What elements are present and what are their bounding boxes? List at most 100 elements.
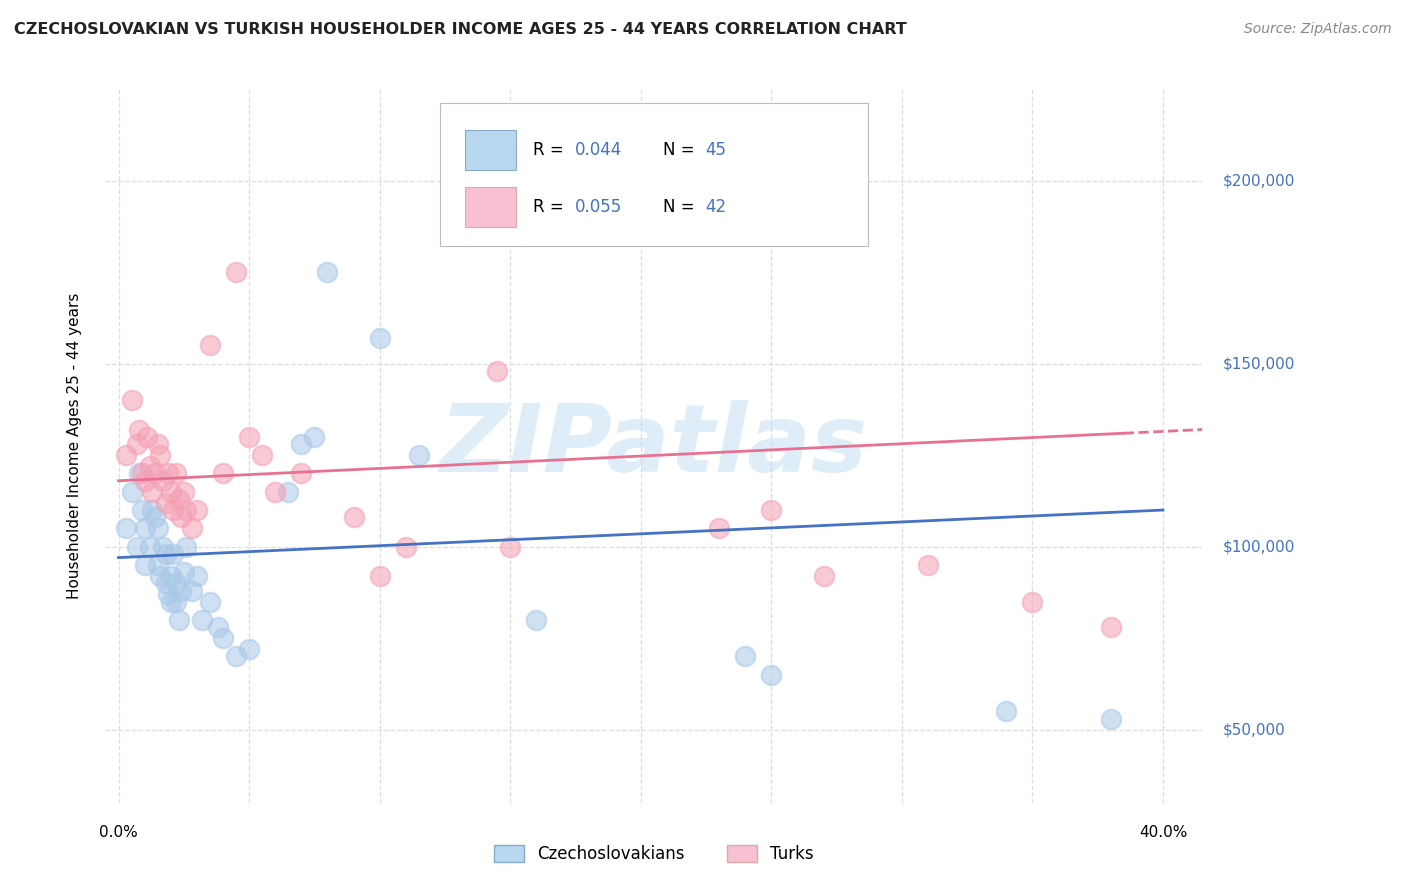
Point — [121, 484, 143, 499]
Point — [134, 474, 156, 488]
Point — [159, 569, 181, 583]
FancyBboxPatch shape — [465, 187, 516, 227]
Point — [159, 484, 181, 499]
Point — [170, 510, 193, 524]
Point — [162, 503, 184, 517]
Point — [141, 503, 163, 517]
Point — [734, 649, 756, 664]
Point — [290, 437, 312, 451]
Text: 0.044: 0.044 — [575, 141, 621, 159]
Point — [146, 521, 169, 535]
Point — [136, 430, 159, 444]
Point — [134, 521, 156, 535]
Point — [155, 547, 177, 561]
Point — [707, 521, 730, 535]
Point — [395, 540, 418, 554]
Text: 0.0%: 0.0% — [100, 825, 138, 839]
Point — [995, 704, 1018, 718]
Point — [813, 569, 835, 583]
Point — [170, 583, 193, 598]
Point — [316, 265, 339, 279]
Text: 42: 42 — [706, 198, 727, 216]
Point — [368, 569, 391, 583]
Point — [152, 540, 174, 554]
Point — [250, 448, 273, 462]
Point — [1099, 620, 1122, 634]
Point — [499, 540, 522, 554]
Point — [186, 503, 208, 517]
Point — [125, 540, 148, 554]
Point — [198, 338, 221, 352]
Point — [115, 448, 138, 462]
Point — [408, 448, 430, 462]
Point — [155, 496, 177, 510]
Point — [304, 430, 326, 444]
Text: Source: ZipAtlas.com: Source: ZipAtlas.com — [1244, 22, 1392, 37]
Point — [176, 503, 198, 517]
Point — [141, 484, 163, 499]
Point — [146, 558, 169, 572]
Point — [167, 613, 190, 627]
Point — [486, 364, 509, 378]
Point — [180, 521, 202, 535]
Point — [155, 576, 177, 591]
Point — [264, 484, 287, 499]
Point — [342, 510, 364, 524]
Point — [191, 613, 214, 627]
Y-axis label: Householder Income Ages 25 - 44 years: Householder Income Ages 25 - 44 years — [67, 293, 82, 599]
Point — [198, 594, 221, 608]
Text: 40.0%: 40.0% — [1139, 825, 1187, 839]
Text: R =: R = — [533, 198, 569, 216]
Point — [159, 594, 181, 608]
Text: $150,000: $150,000 — [1223, 356, 1295, 371]
Point — [131, 503, 153, 517]
Point — [131, 467, 153, 481]
Point — [180, 583, 202, 598]
Point — [186, 569, 208, 583]
Text: 45: 45 — [706, 141, 727, 159]
Point — [761, 503, 783, 517]
Point — [128, 423, 150, 437]
Point — [157, 587, 180, 601]
Point — [149, 569, 172, 583]
Point — [143, 467, 166, 481]
Text: ZIPatlas: ZIPatlas — [440, 400, 868, 492]
Point — [149, 448, 172, 462]
Point — [152, 474, 174, 488]
Text: CZECHOSLOVAKIAN VS TURKISH HOUSEHOLDER INCOME AGES 25 - 44 YEARS CORRELATION CHA: CZECHOSLOVAKIAN VS TURKISH HOUSEHOLDER I… — [14, 22, 907, 37]
Point — [917, 558, 939, 572]
Point — [761, 667, 783, 681]
Point — [165, 576, 187, 591]
Point — [277, 484, 299, 499]
Point — [173, 484, 195, 499]
Point — [1099, 712, 1122, 726]
Point — [115, 521, 138, 535]
Point — [139, 540, 162, 554]
Point — [1021, 594, 1043, 608]
Point — [207, 620, 229, 634]
Point — [238, 642, 260, 657]
Point — [143, 510, 166, 524]
FancyBboxPatch shape — [440, 103, 868, 246]
Text: R =: R = — [533, 141, 569, 159]
FancyBboxPatch shape — [465, 130, 516, 169]
Point — [524, 613, 547, 627]
Text: 0.055: 0.055 — [575, 198, 621, 216]
Text: N =: N = — [662, 198, 699, 216]
Point — [212, 467, 235, 481]
Point — [238, 430, 260, 444]
Point — [173, 566, 195, 580]
Point — [225, 265, 247, 279]
Point — [139, 459, 162, 474]
Point — [157, 467, 180, 481]
Text: $50,000: $50,000 — [1223, 723, 1285, 737]
Point — [290, 467, 312, 481]
Point — [146, 437, 169, 451]
Point — [165, 594, 187, 608]
Point — [368, 331, 391, 345]
Point — [125, 437, 148, 451]
Text: N =: N = — [662, 141, 699, 159]
Text: $200,000: $200,000 — [1223, 173, 1295, 188]
Point — [162, 547, 184, 561]
Point — [225, 649, 247, 664]
